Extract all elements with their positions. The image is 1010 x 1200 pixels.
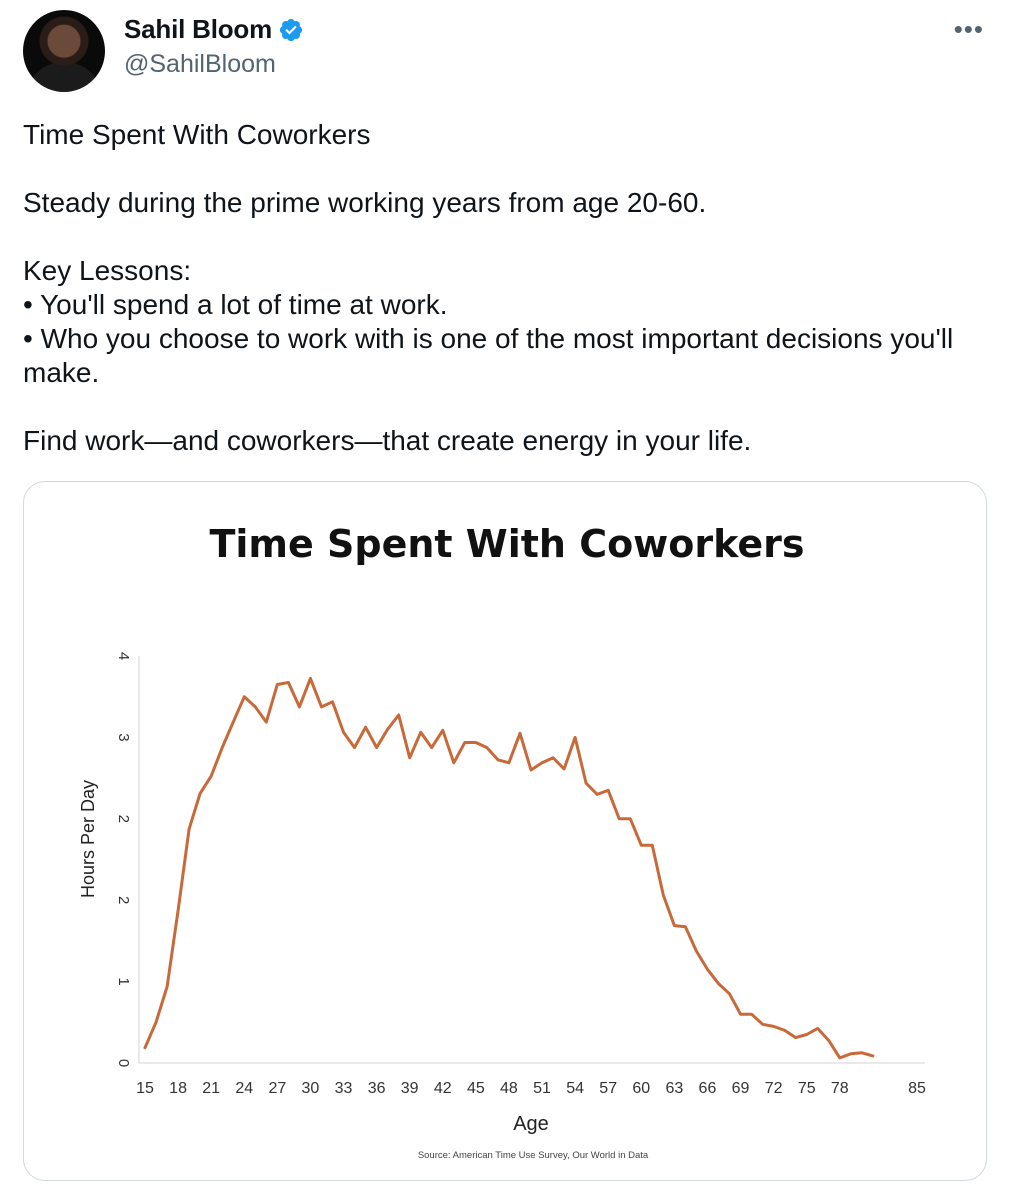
x-tick-label: 39	[401, 1080, 419, 1097]
y-tick-label: 1	[115, 977, 132, 985]
more-options-icon[interactable]: •••	[953, 14, 984, 44]
x-tick-label: 21	[202, 1080, 220, 1097]
x-tick-label: 75	[798, 1080, 816, 1097]
x-tick-label: 54	[566, 1080, 584, 1097]
lesson-item: • You'll spend a lot of time at work.	[23, 289, 448, 320]
y-tick-label: 4	[115, 652, 132, 660]
author-handle[interactable]: @SahilBloom	[124, 50, 276, 78]
x-tick-label: 42	[434, 1080, 452, 1097]
x-tick-label: 15	[136, 1080, 154, 1097]
lessons-header: Key Lessons:	[23, 255, 192, 286]
chart-source: Source: American Time Use Survey, Our Wo…	[418, 1150, 649, 1161]
x-tick-label: 48	[500, 1080, 518, 1097]
avatar[interactable]	[23, 10, 105, 92]
chart-title: Time Spent With Coworkers	[209, 522, 804, 566]
x-tick-label: 30	[302, 1080, 320, 1097]
verified-badge-icon	[279, 18, 303, 41]
lesson-item: • Who you choose to work with is one of …	[23, 323, 954, 388]
y-tick-label: 0	[115, 1059, 132, 1067]
x-tick-label: 63	[665, 1080, 683, 1097]
tweet-line: Steady during the prime working years fr…	[23, 187, 707, 218]
x-tick-label: 33	[335, 1080, 353, 1097]
y-tick-label: 2	[115, 815, 132, 823]
x-tick-label: 24	[235, 1080, 253, 1097]
x-axis-label: Age	[513, 1113, 549, 1135]
series-line	[143, 676, 875, 1060]
y-axis-label: Hours Per Day	[78, 780, 98, 898]
author-row: Sahil Bloom	[124, 14, 304, 45]
x-tick-label: 66	[699, 1080, 717, 1097]
y-tick-label: 2	[115, 896, 132, 904]
tweet-closing: Find work—and coworkers—that create ener…	[23, 425, 752, 456]
x-tick-label: 78	[831, 1080, 849, 1097]
tweet-text: Time Spent With Coworkers Steady during …	[23, 118, 983, 458]
x-tick-label: 69	[732, 1080, 750, 1097]
x-tick-label: 45	[467, 1080, 485, 1097]
x-tick-label: 57	[599, 1080, 617, 1097]
x-tick-label: 18	[169, 1080, 187, 1097]
x-tick-label: 85	[908, 1080, 926, 1097]
y-tick-label: 3	[115, 733, 132, 741]
x-tick-label: 51	[533, 1080, 551, 1097]
x-tick-label: 60	[632, 1080, 650, 1097]
x-tick-label: 27	[268, 1080, 286, 1097]
x-tick-label: 36	[368, 1080, 386, 1097]
tweet-title: Time Spent With Coworkers	[23, 119, 371, 150]
x-tick-label: 72	[765, 1080, 783, 1097]
chart-image-card[interactable]: Time Spent With Coworkers Hours Per Day …	[23, 481, 987, 1181]
line-chart: Time Spent With Coworkers Hours Per Day …	[78, 522, 926, 1161]
author-name[interactable]: Sahil Bloom	[124, 14, 273, 44]
